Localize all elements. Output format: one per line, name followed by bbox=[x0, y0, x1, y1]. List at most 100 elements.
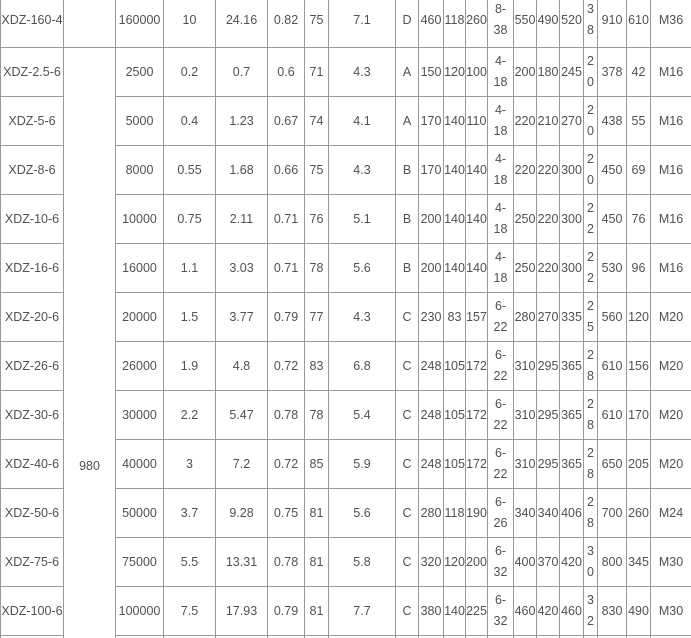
table-cell: M16 bbox=[650, 243, 691, 293]
table-cell: 300 bbox=[559, 194, 584, 244]
table-row: XDZ-50-6 50000 3.7 9.28 0.75 81 5.6 C 280 118 190 6… bbox=[0, 488, 691, 538]
table-cell: 32 bbox=[583, 586, 598, 636]
table-cell: A bbox=[395, 96, 419, 146]
table-cell: 345 bbox=[626, 537, 651, 587]
table-cell: 490 bbox=[536, 0, 560, 48]
table-cell: 118 bbox=[443, 0, 466, 48]
table-cell: C bbox=[395, 537, 419, 587]
table-cell: 5.9 bbox=[328, 439, 396, 489]
table-cell: 450 bbox=[597, 145, 627, 195]
table-cell: B bbox=[395, 194, 419, 244]
model-cell: XDZ-10-6 bbox=[0, 194, 64, 244]
table-cell: 0.71 bbox=[267, 243, 305, 293]
table-cell: 10 bbox=[163, 0, 216, 48]
table-cell: M30 bbox=[650, 586, 691, 636]
table-cell: 4-18 bbox=[487, 145, 514, 195]
table-cell: 170 bbox=[418, 96, 444, 146]
table-cell: 0.78 bbox=[267, 537, 305, 587]
table-cell: 310 bbox=[513, 341, 537, 391]
table-cell: 490 bbox=[626, 586, 651, 636]
table-cell: 140 bbox=[465, 243, 488, 293]
table-cell: 0.67 bbox=[267, 96, 305, 146]
table-cell: M20 bbox=[650, 292, 691, 342]
table-cell: 0.55 bbox=[163, 145, 216, 195]
table-cell: 4-18 bbox=[487, 96, 514, 146]
table-cell: 650 bbox=[597, 439, 627, 489]
table-cell: 6-32 bbox=[487, 586, 514, 636]
table-cell: 4.3 bbox=[328, 145, 396, 195]
table-cell: 380 bbox=[418, 586, 444, 636]
table-cell: 6-26 bbox=[487, 488, 514, 538]
table-cell: 1.23 bbox=[215, 96, 268, 146]
table-row: XDZ-30-6 30000 2.2 5.47 0.78 78 5.4 C 248 105 172 6… bbox=[0, 390, 691, 440]
table-cell: 300 bbox=[559, 145, 584, 195]
table-cell: 200 bbox=[418, 194, 444, 244]
model-cell: XDZ-50-6 bbox=[0, 488, 64, 538]
table-cell: 8-38 bbox=[487, 0, 514, 48]
table-cell: 4.3 bbox=[328, 292, 396, 342]
table-cell: 0.72 bbox=[267, 439, 305, 489]
table-cell: 1.68 bbox=[215, 145, 268, 195]
table-row: XDZ-160-4 160000 10 24.16 0.82 75 7.1 D 460 118 26… bbox=[0, 0, 691, 48]
table-cell: 295 bbox=[536, 439, 560, 489]
model-cell: XDZ-26-6 bbox=[0, 341, 64, 391]
table-cell: 5.6 bbox=[328, 488, 396, 538]
table-cell: 280 bbox=[418, 488, 444, 538]
model-cell: XDZ-8-6 bbox=[0, 145, 64, 195]
table-cell: 71 bbox=[304, 47, 329, 97]
table-cell: 140 bbox=[443, 96, 466, 146]
table-cell: 96 bbox=[626, 243, 651, 293]
table-cell: B bbox=[395, 243, 419, 293]
table-cell: 6-22 bbox=[487, 341, 514, 391]
table-cell: 300 bbox=[559, 243, 584, 293]
table-cell: 560 bbox=[597, 292, 627, 342]
table-cell: 0.78 bbox=[267, 390, 305, 440]
table-row: XDZ-100-6 100000 7.5 17.93 0.79 81 7.7 C 380 140 2… bbox=[0, 586, 691, 636]
table-cell: 78 bbox=[304, 243, 329, 293]
table-row: XDZ-2.5-6 980 2500 0.2 0.7 0.6 71 4.3 A 150 120 100… bbox=[0, 47, 691, 638]
table-cell: 520 bbox=[559, 0, 584, 48]
table-cell: C bbox=[395, 488, 419, 538]
table-cell: 460 bbox=[559, 586, 584, 636]
table-cell: 42 bbox=[626, 47, 651, 97]
table-cell: 118 bbox=[443, 488, 466, 538]
table-cell: 28 bbox=[583, 341, 598, 391]
table-cell: 25 bbox=[583, 292, 598, 342]
table-cell: M16 bbox=[650, 47, 691, 97]
table-cell: 150 bbox=[418, 47, 444, 97]
table-cell: 55 bbox=[626, 96, 651, 146]
table-row-partial bbox=[0, 635, 691, 638]
table-cell: 245 bbox=[559, 47, 584, 97]
speed-value: 980 bbox=[79, 459, 100, 473]
table-cell: B bbox=[395, 145, 419, 195]
table-cell: 6-22 bbox=[487, 292, 514, 342]
table-cell: 38 bbox=[583, 0, 598, 48]
table-cell: 20 bbox=[583, 96, 598, 146]
table-cell: 260 bbox=[626, 488, 651, 538]
table-cell: 1.5 bbox=[163, 292, 216, 342]
table-cell: 0.82 bbox=[267, 0, 305, 48]
table-cell: 75 bbox=[304, 0, 329, 48]
table-cell: 17.93 bbox=[215, 586, 268, 636]
table-cell: 2.2 bbox=[163, 390, 216, 440]
table-cell: 0.71 bbox=[267, 194, 305, 244]
table-cell: C bbox=[395, 586, 419, 636]
table-cell: 406 bbox=[559, 488, 584, 538]
table-cell: 83 bbox=[443, 292, 466, 342]
table-cell: 190 bbox=[465, 488, 488, 538]
table-cell: 5.47 bbox=[215, 390, 268, 440]
table-cell: 0.2 bbox=[163, 47, 216, 97]
table-cell: 270 bbox=[536, 292, 560, 342]
table-cell: 6-22 bbox=[487, 439, 514, 489]
table-cell: 30000 bbox=[115, 390, 164, 440]
table-cell: 50000 bbox=[115, 488, 164, 538]
table-cell: 0.75 bbox=[163, 194, 216, 244]
table-cell: M16 bbox=[650, 145, 691, 195]
table-cell: 140 bbox=[443, 194, 466, 244]
table-cell: 200 bbox=[465, 537, 488, 587]
model-cell: XDZ-75-6 bbox=[0, 537, 64, 587]
table-cell: 200 bbox=[418, 243, 444, 293]
table-cell: 4-18 bbox=[487, 194, 514, 244]
